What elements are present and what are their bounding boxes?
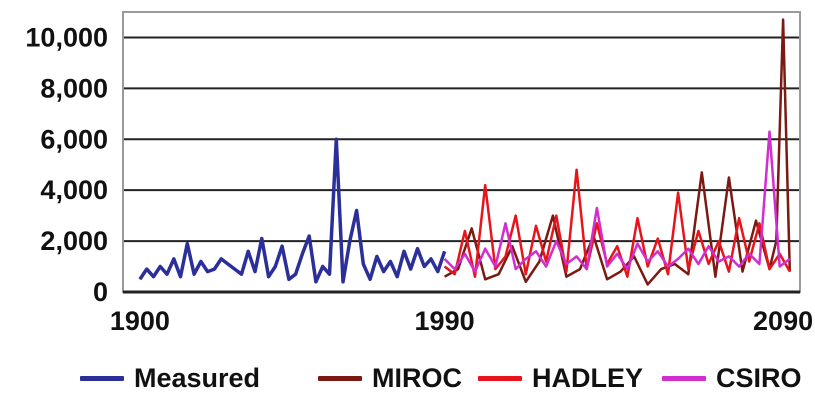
y-axis: 0 2,000 4,000 6,000 8,000 10,000 [25, 22, 108, 307]
y-tick-label: 10,000 [25, 22, 108, 52]
x-axis: 1900 1990 2090 [110, 306, 813, 336]
legend-label-miroc: MIROC [372, 362, 462, 393]
y-tick-label: 8,000 [40, 73, 108, 103]
x-tick-label: 1990 [415, 306, 475, 336]
series-line-measured [138, 137, 447, 284]
y-tick-label: 0 [93, 277, 108, 307]
legend: Measured MIROC HADLEY CSIRO [0, 361, 815, 395]
grid [123, 36, 800, 243]
legend-swatch-hadley [478, 375, 522, 381]
legend-item-csiro: CSIRO [662, 361, 802, 395]
series-line-hadley [443, 168, 791, 278]
y-tick-label: 2,000 [40, 226, 108, 256]
legend-item-miroc: MIROC [318, 361, 462, 395]
legend-label-hadley: HADLEY [532, 362, 644, 393]
chart: 0 2,000 4,000 6,000 8,000 10,000 1900 1990 2090 [25, 11, 813, 336]
legend-swatch-miroc [318, 375, 362, 381]
legend-swatch-csiro [662, 375, 706, 381]
y-tick-label: 4,000 [40, 175, 108, 205]
legend-item-measured: Measured [80, 361, 260, 395]
x-tick-label: 2090 [753, 306, 813, 336]
y-tick-label: 6,000 [40, 124, 108, 154]
x-tick-label: 1900 [110, 306, 170, 336]
series-line-csiro [443, 130, 791, 273]
series-line-miroc [443, 18, 792, 286]
legend-item-hadley: HADLEY [478, 361, 643, 395]
legend-label-measured: Measured [134, 362, 261, 393]
series-layer [138, 18, 792, 286]
legend-label-csiro: CSIRO [716, 362, 802, 393]
legend-swatch-measured [80, 375, 124, 381]
